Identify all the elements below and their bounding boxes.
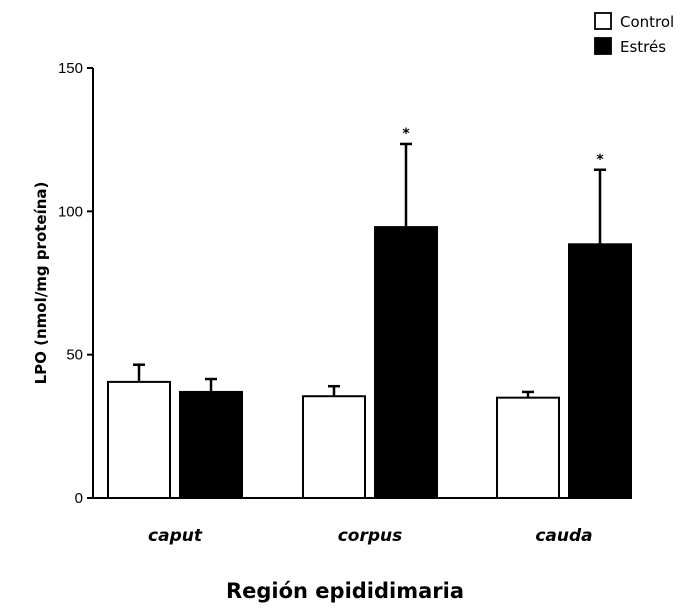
legend-label: Control (620, 13, 674, 31)
legend-swatch (594, 12, 612, 30)
legend: Control Estrés (594, 12, 674, 56)
bar (374, 226, 438, 499)
significance-marker: * (402, 126, 410, 142)
bar (496, 396, 560, 499)
y-ticks: 0 50 100 150 (58, 60, 93, 507)
category-labels: caput corpus cauda (148, 526, 593, 546)
bars: ** (107, 126, 632, 500)
significance-marker: * (596, 152, 604, 168)
x-axis-label: Región epididimaria (226, 579, 464, 603)
y-tick-label: 0 (75, 490, 83, 507)
bar (302, 395, 366, 500)
y-tick-label: 50 (66, 347, 83, 364)
bar (107, 380, 171, 499)
category-label: cauda (535, 526, 592, 546)
bar (568, 243, 632, 499)
legend-swatch (594, 37, 612, 55)
legend-label: Estrés (620, 38, 666, 56)
category-label: corpus (338, 526, 403, 546)
y-tick-label: 150 (58, 60, 83, 77)
category-label: caput (148, 526, 203, 546)
y-axis-label: LPO (nmol/mg proteína) (32, 182, 50, 385)
bar (179, 390, 243, 499)
y-tick-label: 100 (58, 203, 83, 220)
